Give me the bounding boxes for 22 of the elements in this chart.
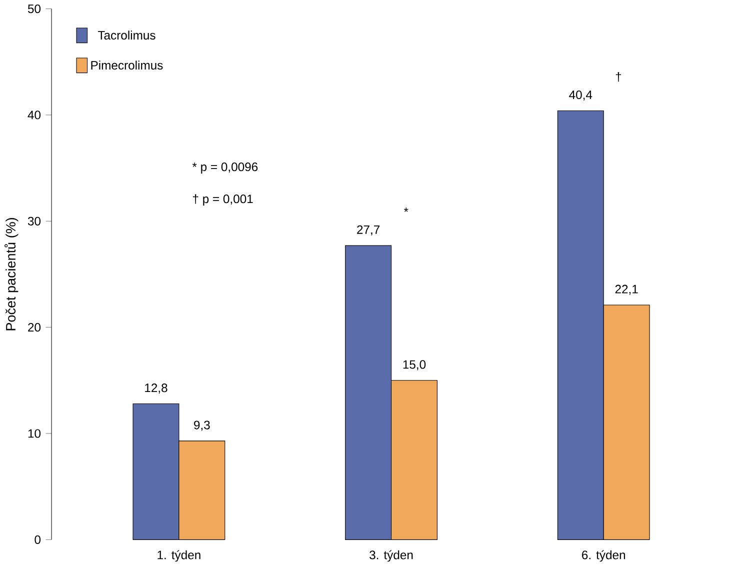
y-tick-label: 50	[28, 4, 41, 14]
y-tick-label: 40	[28, 110, 41, 120]
x-tick-label: 3. týden	[370, 550, 413, 562]
legend-label: Pimecrolimus	[91, 60, 163, 70]
annotation: * p = 0,0096	[192, 162, 258, 174]
annotation: †	[616, 72, 622, 82]
annotation: † p = 0,001	[193, 194, 253, 206]
annotation: *	[404, 208, 408, 212]
y-tick-label: 30	[28, 216, 41, 226]
data-label: 9,3	[194, 420, 210, 431]
legend-label: Tacrolimus	[98, 30, 156, 40]
data-label: 15,0	[403, 360, 426, 370]
data-label: 12,8	[145, 383, 168, 394]
data-label: 27,7	[357, 225, 380, 236]
data-label: 40,4	[569, 90, 592, 100]
y-axis-title: Počet pacientů (%)	[4, 218, 18, 330]
y-tick-label: 10	[28, 429, 41, 438]
data-label: 22,1	[615, 284, 638, 295]
x-tick-label: 6. týden	[582, 550, 625, 562]
y-tick-label: 0	[34, 535, 41, 544]
x-tick-label: 1. týden	[158, 550, 200, 562]
y-tick-label: 20	[28, 322, 41, 332]
